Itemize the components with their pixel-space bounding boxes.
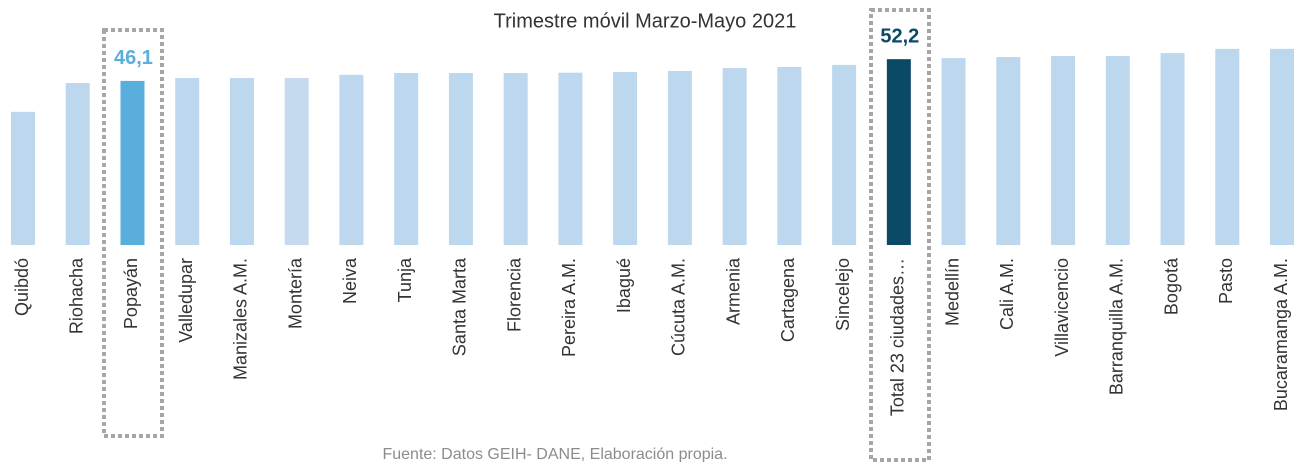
bar: [339, 74, 364, 245]
bar: [11, 111, 35, 245]
x-tick-label: Bucaramanga A.M.: [1271, 258, 1291, 411]
x-tick-label: Sincelejo: [833, 258, 853, 331]
x-tick-label: Cartagena: [778, 257, 798, 342]
highlight-box: [102, 28, 164, 438]
bar: [1160, 53, 1185, 246]
bar: [832, 64, 857, 245]
x-tick-label: Villavicencio: [1052, 258, 1072, 357]
x-tick-label: Pereira A.M.: [559, 258, 579, 357]
x-tick-label: Quibdó: [12, 258, 32, 316]
bar: [613, 71, 638, 245]
x-tick-label: Popayán: [121, 258, 141, 329]
highlight-box: [869, 8, 931, 462]
bar: [503, 73, 528, 245]
x-tick-label: Barranquilla A.M.: [1107, 258, 1127, 395]
x-tick-label: Medellín: [942, 258, 962, 326]
x-tick-label: Manizales A.M.: [231, 258, 251, 380]
x-tick-label: Cali A.M.: [997, 258, 1017, 330]
x-tick-label: Bogotá: [1161, 257, 1181, 315]
bar: [448, 73, 473, 245]
x-tick-label: Cúcuta A.M.: [669, 258, 689, 356]
bar: [65, 83, 90, 246]
x-tick-label: Montería: [285, 257, 305, 329]
data-label: 46,1: [114, 47, 153, 69]
bar: [394, 73, 419, 245]
bar: [284, 78, 309, 245]
x-tick-label: Valledupar: [176, 258, 196, 343]
chart-subtitle: Trimestre móvil Marzo-Mayo 2021: [494, 10, 797, 32]
bar: [886, 59, 911, 245]
x-tick-label: Neiva: [340, 257, 360, 304]
x-tick-label: Santa Marta: [450, 257, 470, 356]
bar: [1215, 48, 1240, 246]
bar: [229, 78, 254, 245]
bar: [1270, 48, 1295, 246]
x-tick-label: Riohacha: [66, 257, 86, 334]
x-tick-label: Armenia: [723, 257, 743, 325]
x-tick-label: Florencia: [504, 257, 524, 332]
x-tick-label: Pasto: [1216, 258, 1236, 304]
bar: [120, 80, 145, 245]
bar: [175, 78, 200, 245]
x-tick-label: Ibagué: [614, 258, 634, 313]
bar: [1051, 55, 1076, 245]
bar: [722, 68, 747, 246]
bar: [777, 67, 802, 245]
bar: [558, 72, 583, 245]
bar: [1105, 55, 1130, 245]
bar: [941, 58, 966, 245]
x-tick-label: Total 23 ciudades…: [888, 258, 908, 416]
source-note: Fuente: Datos GEIH- DANE, Elaboración pr…: [382, 446, 727, 462]
data-label: 52,2: [880, 25, 919, 47]
bar: [996, 57, 1021, 246]
bar: [667, 70, 692, 245]
x-tick-label: Tunja: [395, 257, 415, 302]
